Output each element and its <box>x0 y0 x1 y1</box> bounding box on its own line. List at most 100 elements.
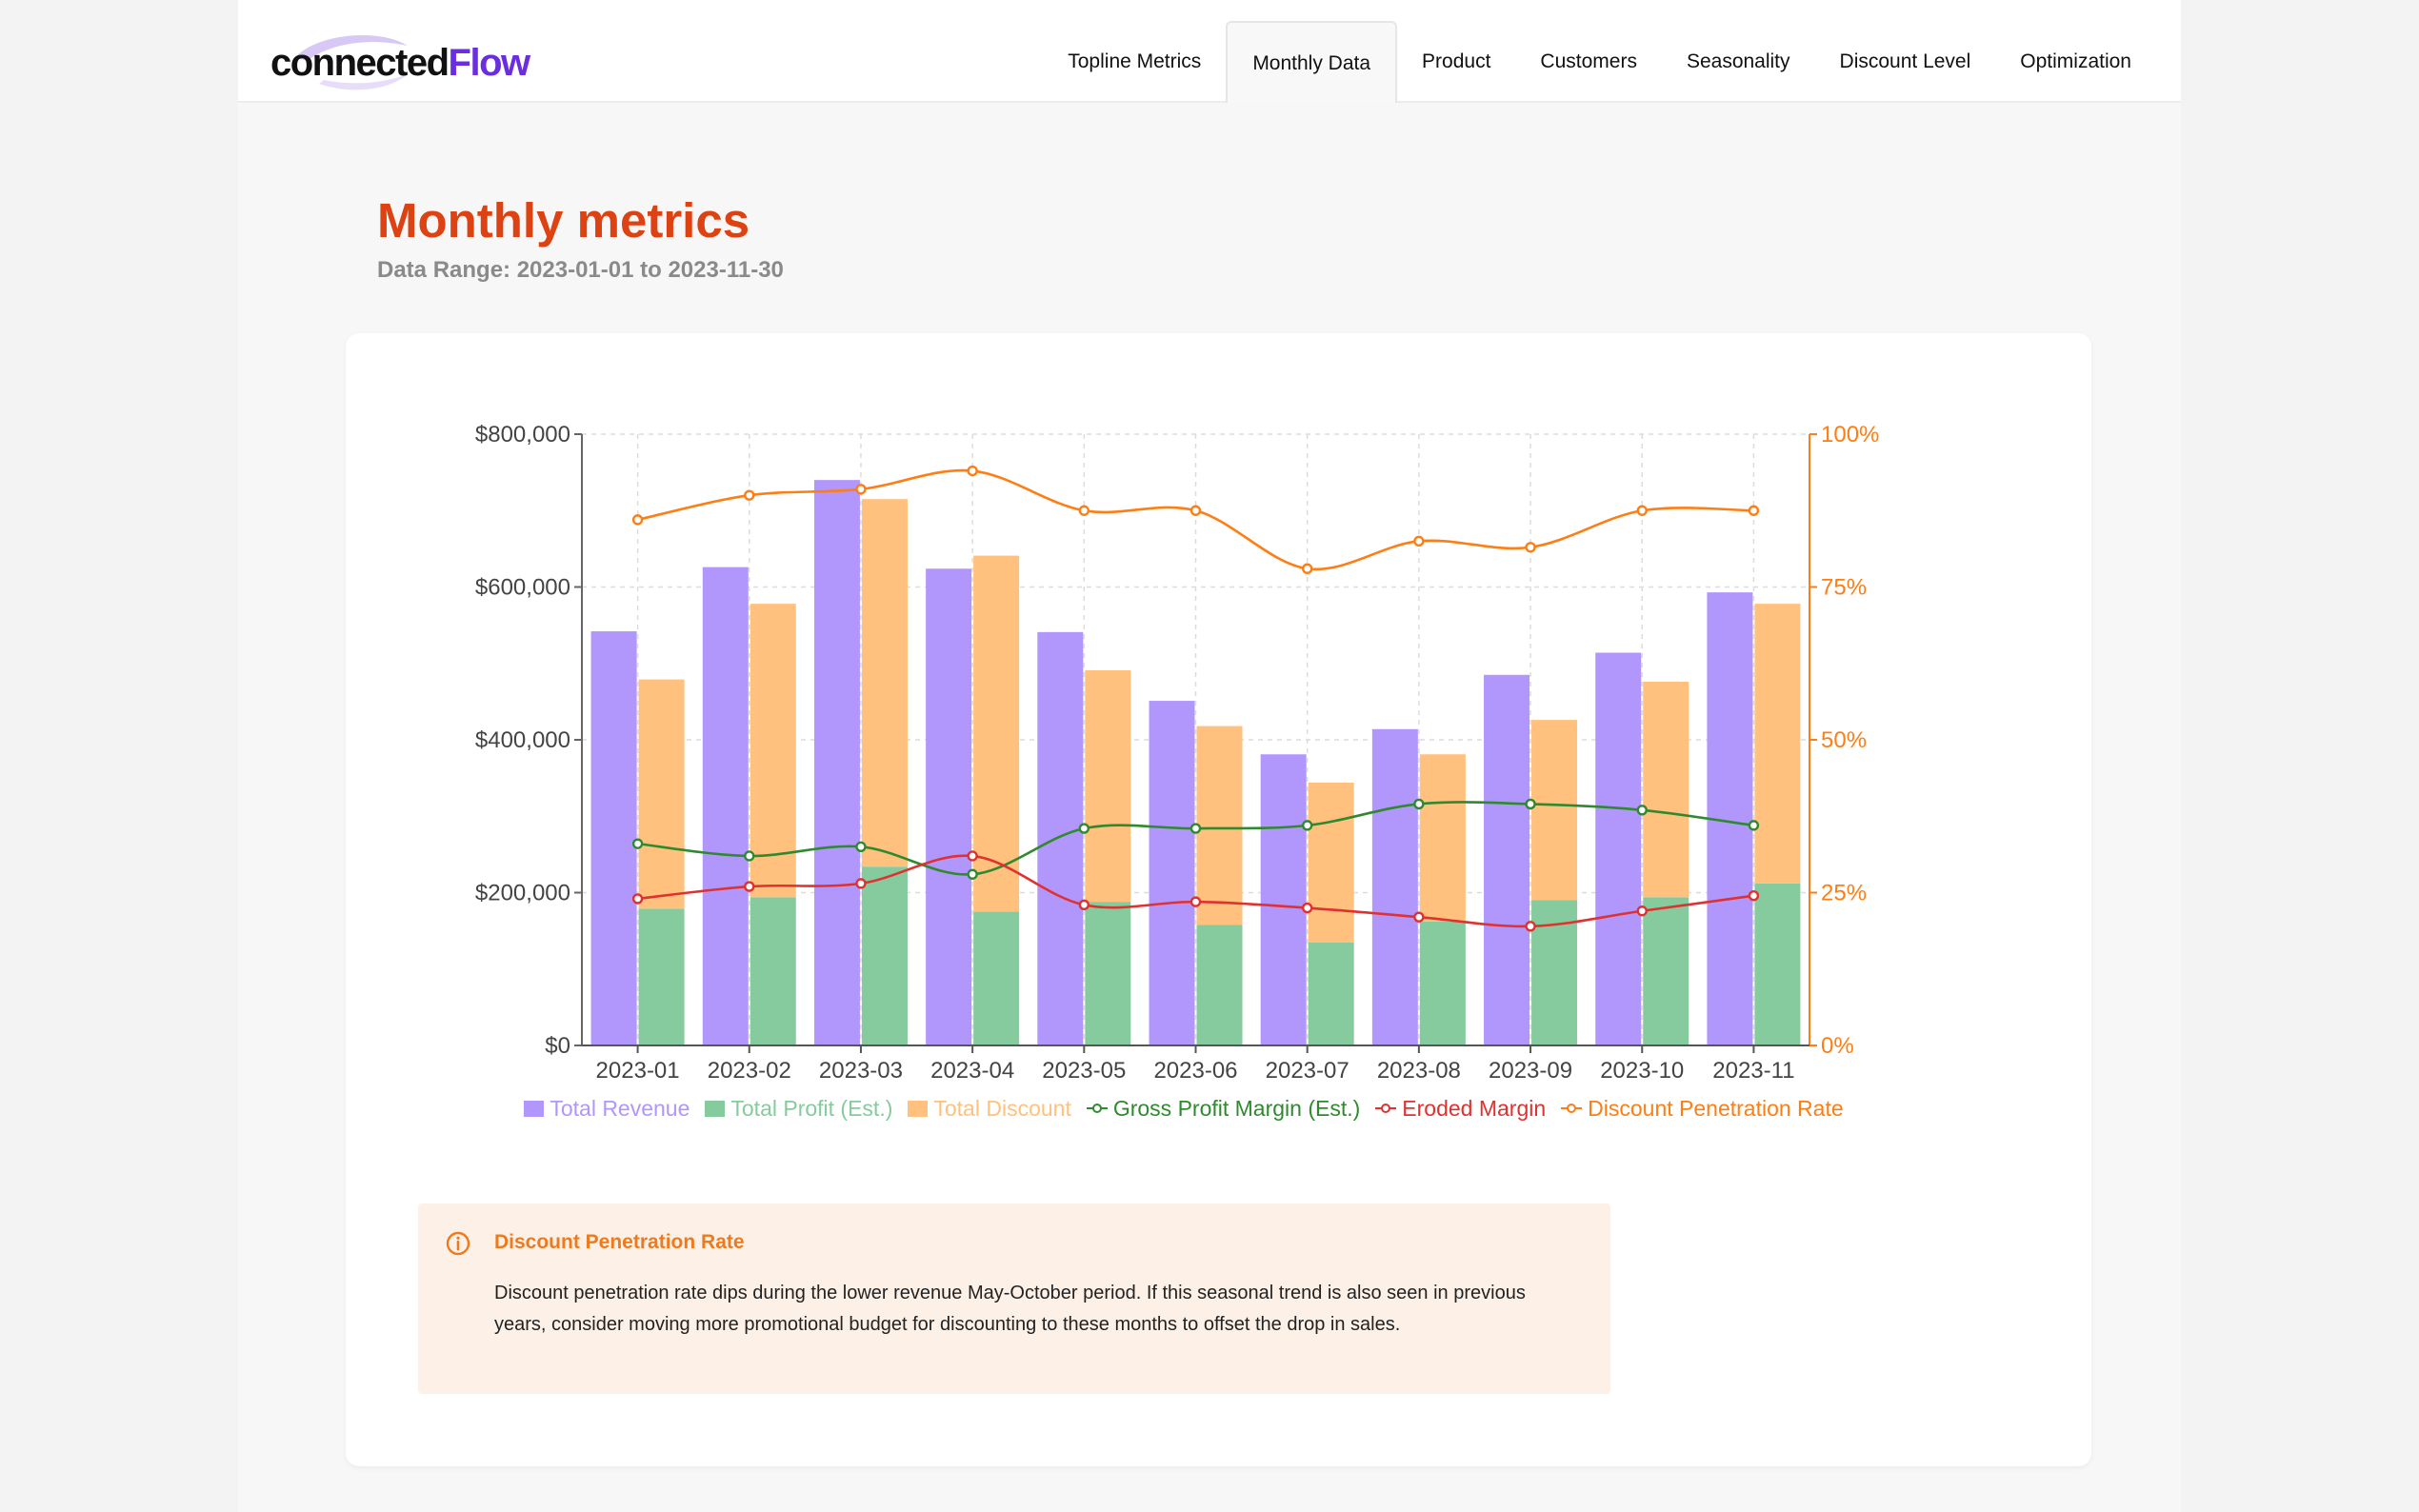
point-eroded-margin <box>855 878 867 889</box>
y-left-tick-label: $0 <box>545 1033 570 1059</box>
tab-customers[interactable]: Customers <box>1540 50 1637 72</box>
x-tick-label: 2023-09 <box>1489 1058 1572 1084</box>
x-tick-label: 2023-01 <box>596 1058 680 1084</box>
point-discount-penetration <box>1078 505 1090 516</box>
y-right-tick-label: 0% <box>1821 1033 1854 1059</box>
point-gross-margin <box>744 850 755 862</box>
bar-total-profit <box>1196 925 1243 1045</box>
legend-label-discount: Total Discount <box>933 1095 1071 1121</box>
point-discount-penetration <box>1636 505 1648 516</box>
point-eroded-margin <box>1636 905 1648 917</box>
x-tick-label: 2023-07 <box>1266 1058 1349 1084</box>
legend-label-eroded-margin: Eroded Margin <box>1402 1095 1547 1121</box>
point-eroded-margin <box>967 850 978 862</box>
legend-line-gross-margin-icon <box>1086 1104 1108 1113</box>
bar-total-profit <box>861 866 908 1045</box>
bar-total-discount <box>1419 754 1466 922</box>
bar-total-revenue <box>1595 652 1642 1045</box>
y-right-tick-label: 50% <box>1821 727 1867 753</box>
bar-total-discount <box>638 679 685 909</box>
legend-line-eroded-margin-icon <box>1375 1104 1397 1113</box>
legend-item-total-discount[interactable]: Total Discount <box>908 1095 1071 1122</box>
point-discount-penetration <box>744 489 755 501</box>
legend-swatch-discount <box>908 1100 929 1117</box>
legend-label-discount-penetration: Discount Penetration Rate <box>1588 1095 1844 1121</box>
legend-swatch-profit <box>705 1100 726 1117</box>
bar-total-discount <box>1643 682 1689 898</box>
legend-item-total-profit[interactable]: Total Profit (Est.) <box>705 1096 892 1122</box>
top-navbar: connectedFlow Topline Metrics Monthly Da… <box>238 0 2181 103</box>
y-right-tick-label: 25% <box>1821 881 1867 906</box>
bar-total-revenue <box>1260 754 1307 1045</box>
bar-total-discount <box>1196 726 1243 925</box>
legend-item-gross-margin[interactable]: Gross Profit Margin (Est.) <box>1086 1095 1361 1122</box>
bar-total-revenue <box>702 567 749 1045</box>
point-gross-margin <box>1636 805 1648 816</box>
logo-text-connected: connected <box>270 42 450 84</box>
tab-topline-metrics[interactable]: Topline Metrics <box>1068 50 1202 72</box>
bar-total-discount <box>750 604 796 898</box>
x-tick-label: 2023-11 <box>1712 1058 1794 1084</box>
point-discount-penetration <box>631 514 644 526</box>
bar-total-revenue <box>926 568 972 1045</box>
point-eroded-margin <box>744 881 755 892</box>
legend-label-revenue: Total Revenue <box>550 1095 690 1121</box>
point-eroded-margin <box>1525 921 1536 932</box>
point-gross-margin <box>1525 798 1536 810</box>
bar-total-revenue <box>813 480 860 1045</box>
point-eroded-margin <box>631 893 644 905</box>
x-tick-label: 2023-08 <box>1377 1058 1461 1084</box>
bar-total-profit <box>1085 902 1131 1045</box>
logo[interactable]: connectedFlow <box>267 29 530 93</box>
point-discount-penetration <box>855 484 867 495</box>
x-tick-label: 2023-05 <box>1042 1058 1126 1084</box>
bar-total-discount <box>973 555 1020 912</box>
legend-item-discount-penetration[interactable]: Discount Penetration Rate <box>1561 1096 1844 1122</box>
x-tick-label: 2023-04 <box>930 1058 1014 1084</box>
info-alert: Discount Penetration Rate Discount penet… <box>418 1204 1610 1394</box>
monthly-metrics-chart: $0 0% $200,000 25% $400,000 50% $600,000 75% $80… <box>475 422 1880 1084</box>
bar-total-revenue <box>1149 701 1195 1045</box>
point-eroded-margin <box>1190 896 1202 907</box>
logo-swoosh-icon <box>295 34 408 90</box>
logo-text-flow: Flow <box>448 42 531 84</box>
bar-total-revenue <box>590 631 637 1045</box>
legend-label-gross-margin: Gross Profit Margin (Est.) <box>1112 1095 1361 1121</box>
info-body: Discount penetration rate dips during th… <box>494 1283 1526 1335</box>
legend-label-profit: Total Profit (Est.) <box>730 1095 893 1121</box>
x-tick-label: 2023-10 <box>1600 1058 1684 1084</box>
bar-total-discount <box>1531 720 1578 901</box>
bar-total-profit <box>973 911 1020 1045</box>
tab-product[interactable]: Product <box>1422 50 1491 72</box>
legend-line-penetration-icon <box>1561 1104 1583 1113</box>
point-gross-margin <box>631 838 644 849</box>
legend-swatch-revenue <box>524 1100 545 1117</box>
bar-total-profit <box>1643 897 1689 1045</box>
bar-total-profit <box>638 908 685 1045</box>
nav-tabs: Topline Metrics Monthly Data Product Cus… <box>1043 21 2156 103</box>
legend-item-eroded-margin[interactable]: Eroded Margin <box>1375 1096 1546 1122</box>
legend-item-total-revenue[interactable]: Total Revenue <box>524 1096 690 1122</box>
point-gross-margin <box>967 868 978 880</box>
point-eroded-margin <box>1748 890 1760 902</box>
tab-discount-level[interactable]: Discount Level <box>1839 50 1971 72</box>
point-discount-penetration <box>1413 535 1425 547</box>
data-range-subtitle: Data Range: 2023-01-01 to 2023-11-30 <box>377 257 784 283</box>
x-tick-label: 2023-06 <box>1153 1058 1237 1084</box>
bar-total-discount <box>1085 669 1131 903</box>
bar-total-discount <box>1754 604 1801 884</box>
point-discount-penetration <box>967 465 978 477</box>
y-right-tick-label: 75% <box>1821 575 1867 601</box>
tab-seasonality[interactable]: Seasonality <box>1686 50 1790 72</box>
point-discount-penetration <box>1190 505 1202 516</box>
point-gross-margin <box>1190 823 1202 834</box>
x-tick-label: 2023-03 <box>819 1058 903 1084</box>
tab-optimization[interactable]: Optimization <box>2020 50 2131 72</box>
y-left-tick-label: $400,000 <box>475 727 570 753</box>
tab-monthly-data[interactable]: Monthly Data <box>1226 21 1398 103</box>
bar-total-profit <box>1308 942 1354 1045</box>
bar-total-profit <box>1754 883 1801 1045</box>
info-circle-icon <box>446 1231 470 1256</box>
point-eroded-margin <box>1078 899 1090 911</box>
y-left-tick-label: $600,000 <box>475 575 570 601</box>
